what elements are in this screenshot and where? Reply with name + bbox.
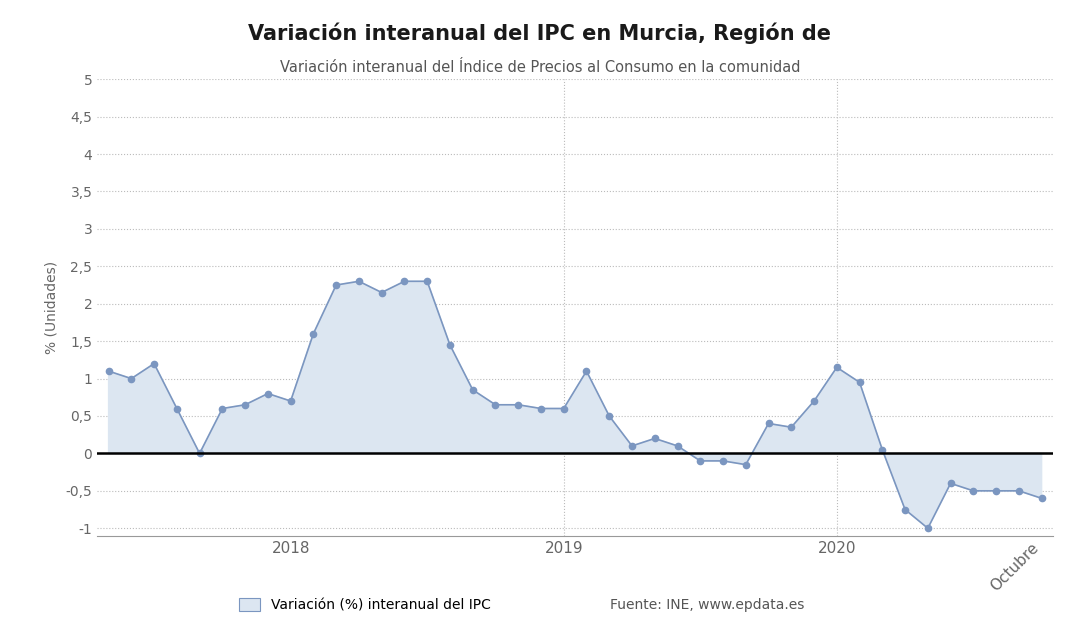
- Text: Variación interanual del IPC en Murcia, Región de: Variación interanual del IPC en Murcia, …: [248, 22, 832, 44]
- Text: Fuente: INE, www.epdata.es: Fuente: INE, www.epdata.es: [610, 598, 805, 612]
- Text: Variación interanual del Índice de Precios al Consumo en la comunidad: Variación interanual del Índice de Preci…: [280, 60, 800, 75]
- Legend: Variación (%) interanual del IPC: Variación (%) interanual del IPC: [233, 593, 497, 618]
- Y-axis label: % (Unidades): % (Unidades): [44, 261, 58, 354]
